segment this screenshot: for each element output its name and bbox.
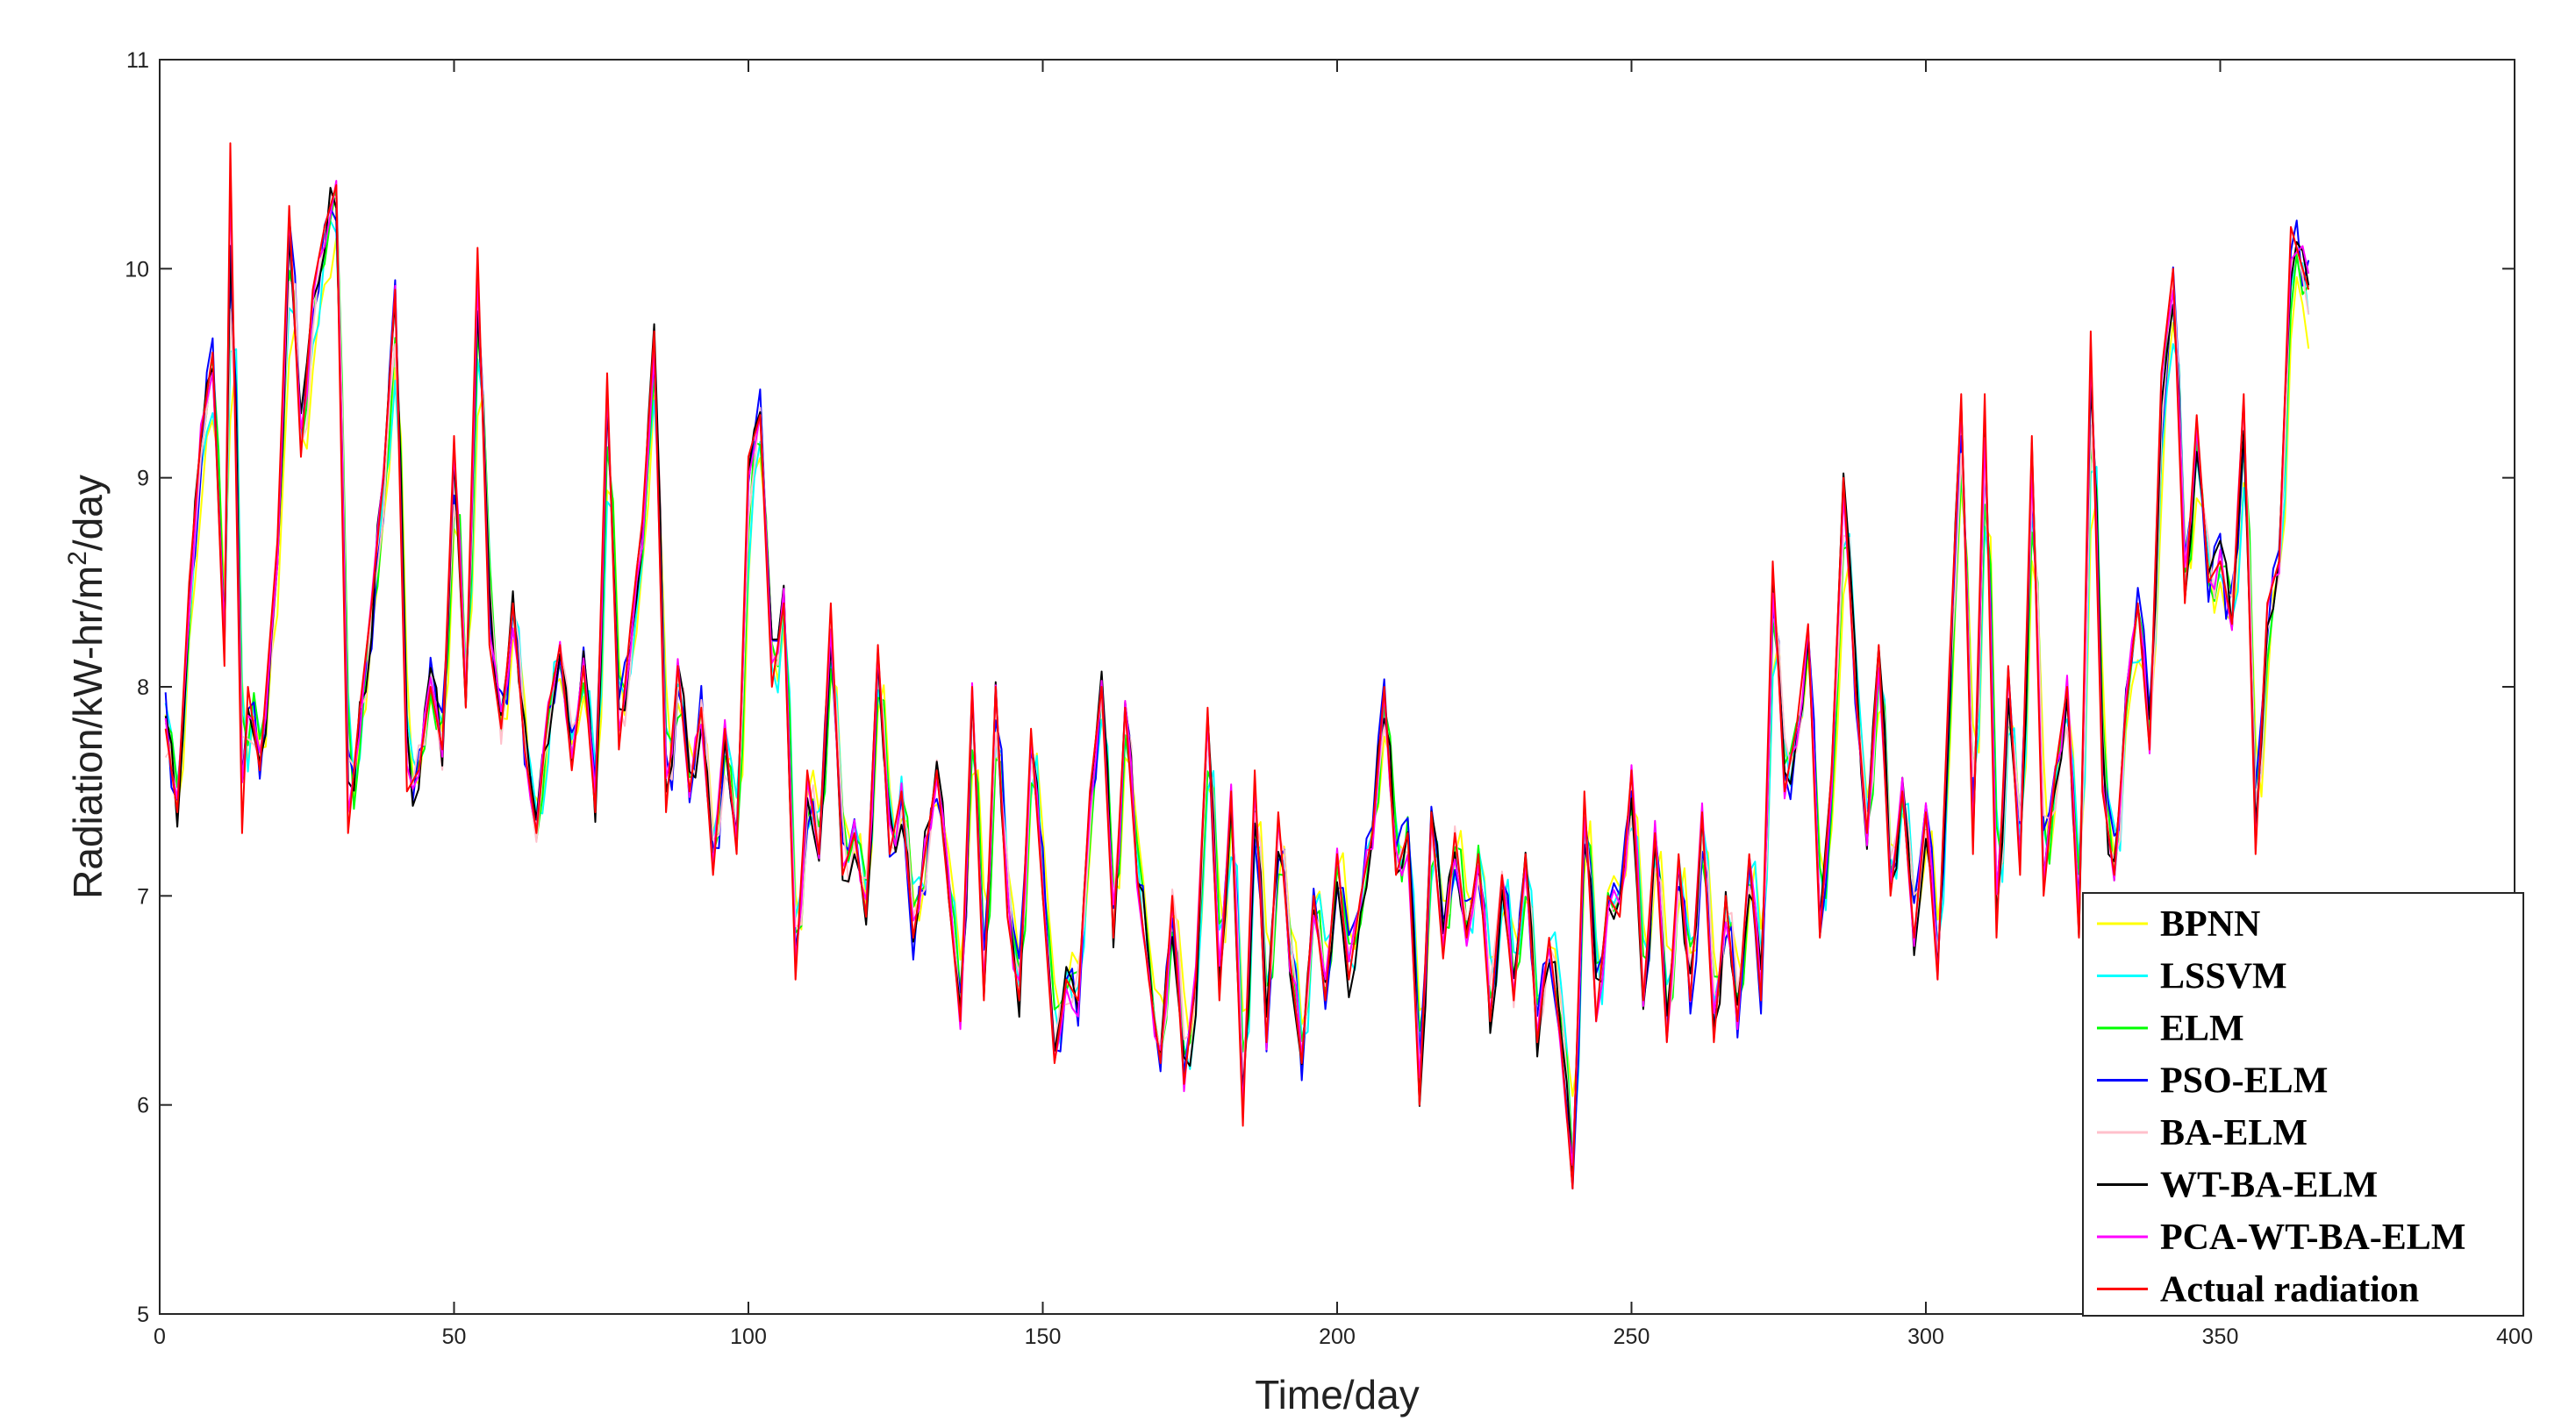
legend-label: BPNN (2160, 904, 2260, 945)
legend-label: PCA-WT-BA-ELM (2160, 1217, 2465, 1258)
y-axis-label: Radiation/kW-hr/m2/day (63, 475, 111, 899)
y-tick-label: 6 (137, 1094, 149, 1118)
legend-label: LSSVM (2160, 957, 2287, 997)
x-tick-label: 400 (2496, 1325, 2533, 1349)
y-axis-label-superscript: 2 (63, 551, 92, 566)
legend: BPNN LSSVM ELM PSO-ELM BA-ELM WT-BA-ELM PCA-WT… (2082, 892, 2524, 1317)
x-tick-label: 350 (2202, 1325, 2239, 1349)
x-axis-label: Time/day (1255, 1372, 1419, 1417)
legend-label: PSO-ELM (2160, 1061, 2328, 1102)
y-tick-label: 9 (137, 467, 149, 491)
x-tick-label: 250 (1614, 1325, 1650, 1349)
x-tick-label: 150 (1025, 1325, 1062, 1349)
legend-label: BA-ELM (2160, 1113, 2308, 1153)
legend-box (2082, 892, 2524, 1317)
x-tick-label: 200 (1319, 1325, 1356, 1349)
x-axis-ticks: 0 50 100 150 200 250 300 350 400 (154, 60, 2533, 1349)
x-tick-label: 300 (1907, 1325, 1944, 1349)
y-tick-label: 11 (126, 48, 149, 73)
y-tick-label: 8 (137, 675, 149, 700)
series-line-actual-radiation (164, 142, 2310, 1189)
series-lines (164, 142, 2310, 1189)
legend-label: WT-BA-ELM (2160, 1166, 2378, 1206)
legend-label: ELM (2160, 1009, 2244, 1049)
y-axis-ticks: 5 6 7 8 9 10 11 (125, 48, 2515, 1327)
x-tick-label: 100 (730, 1325, 767, 1349)
legend-label: Actual radiation (2160, 1270, 2419, 1310)
x-tick-label: 50 (442, 1325, 467, 1349)
x-tick-label: 0 (154, 1325, 166, 1349)
y-tick-label: 10 (125, 257, 149, 282)
y-tick-label: 5 (137, 1303, 149, 1327)
y-tick-label: 7 (137, 884, 149, 909)
